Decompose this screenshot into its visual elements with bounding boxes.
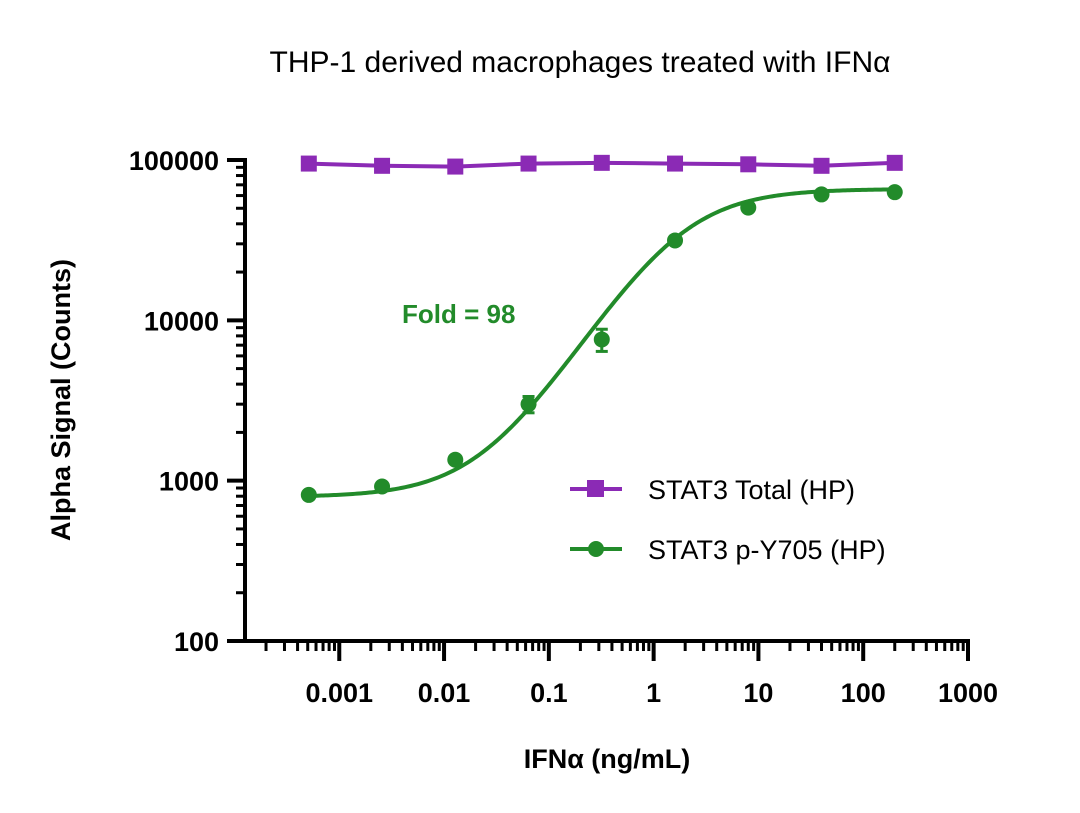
chart-title: THP-1 derived macrophages treated with I… (270, 46, 891, 79)
data-point-stat3-total (520, 155, 537, 172)
legend: STAT3 Total (HP) STAT3 p-Y705 (HP) (570, 475, 886, 565)
data-point-stat3-py705 (667, 232, 684, 249)
data-point-stat3-py705 (593, 331, 610, 348)
data-point-stat3-total (374, 157, 391, 174)
legend-marker-circle (588, 541, 604, 557)
data-point-stat3-py705 (886, 184, 903, 201)
data-point-stat3-total (813, 157, 830, 174)
legend-label-total: STAT3 Total (HP) (648, 475, 855, 505)
fit-curve-stat3-py705 (308, 187, 894, 498)
y-tick-label: 100 (174, 627, 219, 657)
data-point-stat3-py705 (447, 451, 464, 468)
data-point-stat3-total (300, 155, 317, 172)
data-point-stat3-total (593, 154, 610, 171)
x-tick-label: 100 (841, 678, 886, 708)
axes: 100 1000 10000 100000 0.001 0.01 0.1 1 10 100 1000 (129, 146, 998, 708)
data-point-stat3-py705 (520, 396, 537, 413)
x-tick-label: 0.1 (530, 678, 568, 708)
x-axis-label: IFNα (ng/mL) (524, 744, 691, 774)
plot-area (300, 154, 903, 503)
data-point-stat3-total (740, 156, 757, 173)
data-point-stat3-py705 (740, 199, 757, 216)
fold-annotation: Fold = 98 (402, 299, 515, 329)
y-tick-label: 10000 (144, 306, 219, 336)
y-tick-label: 100000 (129, 146, 219, 176)
y-axis-label: Alpha Signal (Counts) (46, 259, 76, 541)
legend-label-py705: STAT3 p-Y705 (HP) (648, 535, 886, 565)
data-point-stat3-total (667, 155, 684, 172)
legend-marker-square (587, 480, 604, 497)
x-tick-label: 1 (646, 678, 661, 708)
y-tick-label: 1000 (159, 467, 219, 497)
x-tick-label: 0.01 (418, 678, 471, 708)
x-tick-label: 1000 (938, 678, 998, 708)
data-point-stat3-py705 (813, 186, 830, 203)
data-point-stat3-total (886, 154, 903, 171)
data-point-stat3-total (447, 158, 464, 175)
data-point-stat3-py705 (374, 478, 391, 495)
x-tick-label: 10 (743, 678, 773, 708)
data-point-stat3-py705 (300, 486, 317, 503)
x-tick-label: 0.001 (305, 678, 373, 708)
